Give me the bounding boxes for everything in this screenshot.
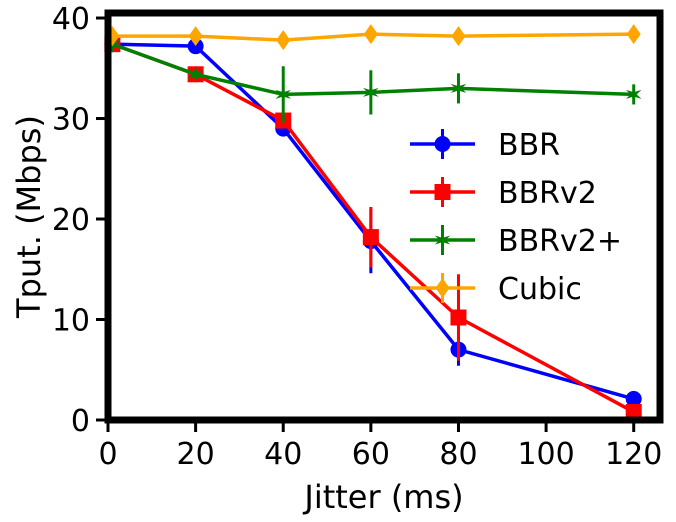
series-bbrv2-plus bbox=[104, 35, 642, 123]
data-point bbox=[363, 24, 378, 45]
x-tick-label: 100 bbox=[517, 437, 574, 472]
legend-marker bbox=[434, 184, 451, 200]
legend-marker bbox=[434, 136, 451, 152]
x-tick-label: 40 bbox=[264, 437, 302, 472]
data-point bbox=[625, 403, 642, 420]
data-point bbox=[451, 26, 466, 47]
data-point bbox=[187, 65, 204, 84]
legend-entry: BBR bbox=[410, 128, 560, 163]
plot-frame bbox=[104, 9, 664, 424]
legend-label: BBRv2+ bbox=[498, 224, 622, 259]
data-point bbox=[362, 229, 379, 246]
legend-marker bbox=[434, 231, 451, 249]
legend-label: BBR bbox=[498, 128, 560, 163]
data-point bbox=[450, 309, 467, 326]
x-tick-label: 80 bbox=[439, 437, 477, 472]
legend-entry: BBRv2+ bbox=[410, 224, 622, 259]
x-tick-label: 20 bbox=[177, 437, 215, 472]
data-point bbox=[188, 26, 203, 47]
y-tick-label: 20 bbox=[52, 203, 90, 238]
y-axis-label: Tput. (Mbps) bbox=[10, 115, 48, 319]
legend-marker bbox=[435, 278, 450, 298]
legend-label: Cubic bbox=[498, 272, 582, 307]
series-cubic bbox=[105, 24, 641, 51]
x-tick-label: 60 bbox=[352, 437, 390, 472]
data-point bbox=[363, 83, 379, 102]
legend: BBR BBRv2 BBRv2+ Cubic bbox=[410, 128, 622, 307]
series-layer bbox=[104, 24, 642, 420]
y-tick-label: 30 bbox=[52, 103, 90, 138]
axis-ticks: 0 20 40 60 80 100 120 0 10 20 30 40 bbox=[52, 2, 663, 472]
series-line bbox=[111, 42, 634, 97]
data-point bbox=[625, 85, 642, 104]
y-tick-label: 10 bbox=[52, 304, 90, 339]
x-tick-label: 0 bbox=[98, 437, 117, 472]
y-tick-label: 0 bbox=[71, 404, 90, 439]
data-point bbox=[276, 30, 291, 51]
data-point bbox=[626, 24, 641, 45]
legend-entry: Cubic bbox=[410, 272, 582, 307]
data-point bbox=[275, 85, 292, 104]
legend-entry: BBRv2 bbox=[410, 176, 597, 211]
data-point bbox=[187, 38, 204, 55]
series-line bbox=[112, 42, 635, 401]
x-tick-label: 120 bbox=[605, 437, 662, 472]
data-point bbox=[450, 79, 467, 98]
x-axis-label: Jitter (ms) bbox=[302, 478, 463, 516]
series-line bbox=[112, 32, 634, 42]
y-tick-label: 40 bbox=[52, 2, 90, 37]
legend-label: BBRv2 bbox=[498, 176, 597, 211]
data-point bbox=[625, 390, 642, 407]
